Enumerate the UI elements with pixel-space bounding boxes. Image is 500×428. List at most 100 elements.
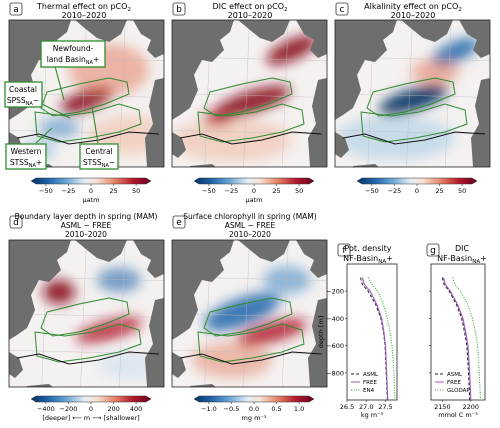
region-outline xyxy=(366,77,456,117)
svg-text:Central: Central xyxy=(85,147,112,156)
panel-subtitle: 2010–2020 xyxy=(62,11,107,20)
region-outline xyxy=(203,77,293,117)
panel-letter: f xyxy=(342,246,346,256)
label-central-stss: Central STSSNA− xyxy=(79,143,119,170)
legend-entry: EN4 xyxy=(363,388,375,394)
colorbar-tick-label: −25 xyxy=(62,187,76,195)
colorbar-gradient xyxy=(356,177,478,185)
colorbar-tick-label: −200 xyxy=(60,405,78,413)
svg-text:Newfound-: Newfound- xyxy=(53,44,94,53)
region-outline xyxy=(203,297,293,337)
svg-text:STSSNA−: STSSNA− xyxy=(83,158,115,169)
panel-d-map xyxy=(8,239,165,388)
y-tick-label: −200 xyxy=(326,288,344,296)
land-mask xyxy=(296,240,327,278)
series-line-free xyxy=(443,277,472,401)
colorbar-tick-label: 50 xyxy=(132,187,140,195)
contour-line xyxy=(16,351,160,365)
series-line-asml xyxy=(441,277,471,401)
chart-title-line2: NF-BasinNA+ xyxy=(437,254,487,265)
contour-line xyxy=(16,131,160,145)
colorbar-tick-label: −25 xyxy=(388,187,402,195)
land-mask xyxy=(145,78,164,167)
x-tick-label: 26.5 xyxy=(340,403,354,411)
colorbar-tick-label: −50 xyxy=(39,187,53,195)
plot-frame xyxy=(430,263,486,401)
colorbar-label: µatm xyxy=(246,196,263,204)
land-mask xyxy=(308,298,327,387)
land-mask xyxy=(133,20,164,58)
land-mask xyxy=(459,20,490,58)
panel-title-line2: ASML − FREE xyxy=(61,221,112,230)
land-mask xyxy=(145,298,164,387)
colorbar-tick-label: 400 xyxy=(130,405,142,413)
legend-entry: FREE xyxy=(447,380,461,386)
panel-b-map xyxy=(171,19,328,168)
colorbar-tick-label: −400 xyxy=(37,405,55,413)
legend-entry: ASML xyxy=(447,372,463,378)
panel-letter: a xyxy=(13,5,19,15)
region-outline xyxy=(197,323,305,363)
y-tick-label: −800 xyxy=(326,369,344,377)
contour-line xyxy=(342,131,486,145)
panel-b-header: b DIC effect on pCO2 2010–2020 xyxy=(172,2,288,20)
panel-title: Boundary layer depth in spring (MAM) xyxy=(15,212,158,221)
x-axis-label: mmol C m⁻³ xyxy=(438,411,478,419)
panel-letter: d xyxy=(13,218,19,228)
panel-subtitle: 2010–2020 xyxy=(228,11,273,20)
colorbar-label: [deeper] ⟵ m ⟶ [shallower] xyxy=(42,414,139,422)
colorbar-a: −50 −25 0 25 50 µatm xyxy=(30,177,152,204)
land-mask xyxy=(335,20,397,120)
panel-letter: c xyxy=(340,5,345,15)
svg-text:SPSSNA−: SPSSNA− xyxy=(7,96,39,107)
panel-subtitle: 2010–2020 xyxy=(391,11,436,20)
panel-c-map xyxy=(334,19,491,168)
land-mask xyxy=(401,20,453,42)
land-mask xyxy=(9,352,23,378)
colorbar-c: −50 −25 0 25 50 xyxy=(356,177,478,195)
map-frame xyxy=(8,239,165,388)
colorbar-label: mg m⁻³ xyxy=(242,414,267,422)
land-mask xyxy=(9,240,71,340)
colorbar-b: −50 −25 0 25 50 µatm xyxy=(193,177,315,204)
colorbar-tick-label: 0 xyxy=(89,405,93,413)
land-mask xyxy=(296,20,327,58)
chart-title: Pot. density xyxy=(345,244,392,253)
region-callouts: Newfound- land BasinNA+ Coastal SPSSNA− … xyxy=(4,40,119,170)
land-mask xyxy=(172,352,186,378)
label-newfoundland-basin: Newfound- land BasinNA+ xyxy=(40,40,106,68)
panel-letter: b xyxy=(176,5,182,15)
x-tick-label: 27.5 xyxy=(378,403,392,411)
plot-frame xyxy=(346,263,398,401)
land-mask xyxy=(172,20,234,120)
region-outline xyxy=(40,297,130,337)
land-mask xyxy=(471,78,490,167)
land-mask xyxy=(190,384,216,387)
colorbar-tick-label: −50 xyxy=(202,187,216,195)
profile-chart-f: −200 −400 −600 −800 26.5 27.0 27.5kg m⁻³ depth … xyxy=(317,263,398,419)
panel-d-header: d Boundary layer depth in spring (MAM) A… xyxy=(9,212,158,239)
label-western-stss: Western STSSNA+ xyxy=(5,143,47,170)
label-coastal-spss: Coastal SPSSNA− xyxy=(4,81,43,108)
colorbar-tick-label: −1.0 xyxy=(201,405,217,413)
legend-entry: ASML xyxy=(363,372,379,378)
map-frame xyxy=(171,19,328,168)
colorbar-tick-label: 0.0 xyxy=(249,405,259,413)
colorbar-tick-label: 50 xyxy=(295,187,303,195)
region-outline xyxy=(360,103,468,143)
series-line-glodap xyxy=(452,277,481,401)
colorbar-tick-label: −25 xyxy=(225,187,239,195)
colorbar-gradient xyxy=(193,177,315,185)
panel-title: Surface chlorophyll in spring (MAM) xyxy=(183,212,316,221)
svg-text:Coastal: Coastal xyxy=(9,85,37,94)
svg-text:STSSNA+: STSSNA+ xyxy=(10,158,42,169)
colorbar-tick-label: −50 xyxy=(365,187,379,195)
panel-g-header: g DIC NF-BasinNA+ xyxy=(426,243,487,265)
panel-title: Alkalinity effect on pCO2 xyxy=(364,2,462,13)
contour-line xyxy=(179,351,323,365)
panel-e-map xyxy=(171,239,328,388)
legend-entry: GLODAP xyxy=(447,388,470,394)
colorbar-tick-label: 25 xyxy=(109,187,117,195)
panel-title: Thermal effect on pCO2 xyxy=(36,2,131,13)
